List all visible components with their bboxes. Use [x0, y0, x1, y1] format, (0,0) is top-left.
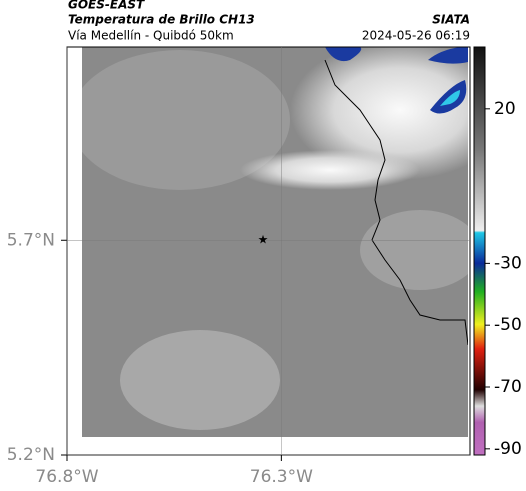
route: Vía Medellín - Quibdó 50km — [68, 29, 234, 43]
location-marker: ★ — [258, 233, 269, 247]
lat-tick-label: 5.2°N — [7, 445, 55, 465]
satellite-image — [82, 47, 468, 437]
lon-tick-label: 76.3°W — [250, 467, 313, 487]
colorbar-tick-label: -70 — [494, 377, 522, 397]
source: SIATA — [432, 13, 470, 27]
lon-tick-label: 76.8°W — [35, 467, 98, 487]
colorbar — [473, 46, 486, 456]
satellite: GOES-EAST — [68, 0, 145, 12]
colorbar-tick-label: 20 — [494, 99, 516, 119]
ticks: 5.7°N 5.2°N76.8°W 76.3°W 20 -30 -50 -70 -90 — [7, 47, 522, 487]
lat-tick-label: 5.7°N — [7, 230, 55, 250]
timestamp: 2024-05-26 06:19 — [362, 29, 470, 43]
colorbar-tick-label: -90 — [494, 439, 522, 459]
colorbar-tick-label: -50 — [494, 315, 522, 335]
product: Temperatura de Brillo CH13 — [68, 13, 255, 27]
colorbar-tick-label: -30 — [494, 253, 522, 273]
